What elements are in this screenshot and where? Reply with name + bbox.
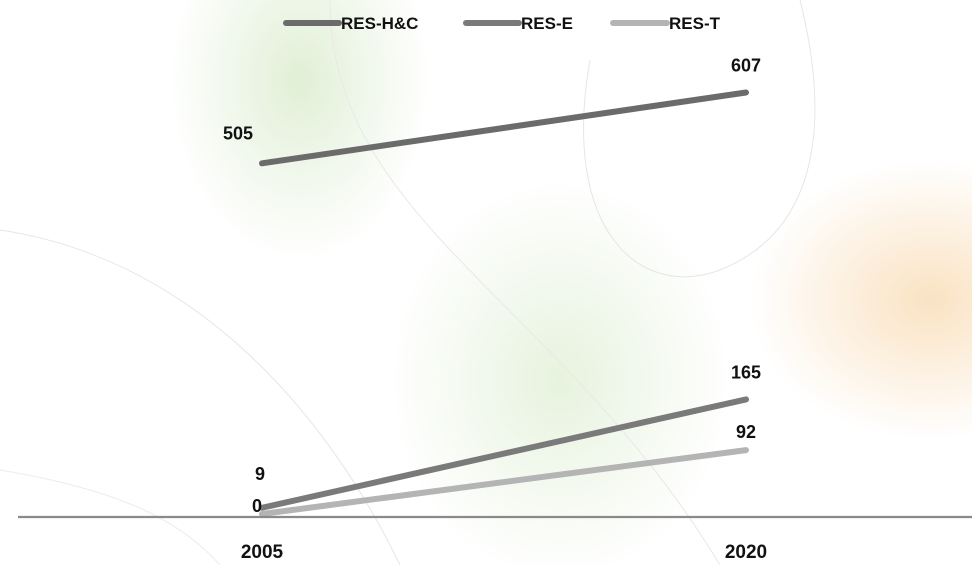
data-labels: 505 607 9 165 0 92 bbox=[223, 55, 761, 516]
legend-label-res-h-c: RES-H&C bbox=[341, 14, 418, 33]
data-label-res-h-c-2005: 505 bbox=[223, 123, 253, 143]
legend-label-res-t: RES-T bbox=[669, 14, 721, 33]
x-tick-label-2020: 2020 bbox=[725, 542, 767, 563]
data-label-res-t-2020: 92 bbox=[736, 422, 756, 442]
series-line-res-e bbox=[259, 396, 749, 511]
data-label-res-h-c-2020: 607 bbox=[731, 55, 761, 75]
legend-label-res-e: RES-E bbox=[521, 14, 573, 33]
x-axis-ticks: 2005 2020 bbox=[241, 542, 767, 563]
data-label-res-e-2005: 9 bbox=[255, 464, 265, 484]
legend: RES-H&C RES-E RES-T bbox=[283, 14, 721, 33]
data-label-res-e-2020: 165 bbox=[731, 362, 761, 382]
series-layer bbox=[259, 89, 749, 517]
data-label-res-t-2005: 0 bbox=[252, 496, 262, 516]
x-tick-label-2005: 2005 bbox=[241, 542, 284, 563]
series-line-res-h-c bbox=[259, 89, 749, 167]
series-line-res-t bbox=[259, 447, 749, 517]
